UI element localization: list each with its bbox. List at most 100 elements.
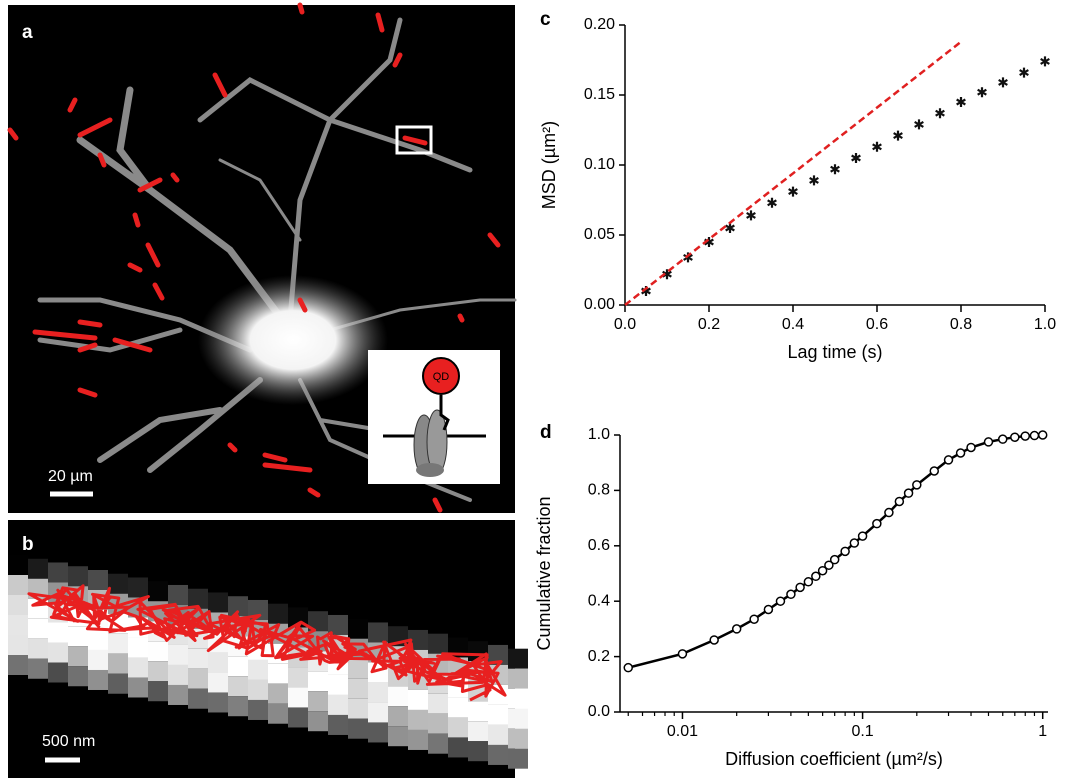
x-axis-title: Lag time (s) [787, 342, 882, 362]
pixel [108, 574, 128, 594]
pixel [448, 717, 468, 737]
point [913, 481, 921, 489]
pixel [348, 699, 368, 719]
pixel [468, 701, 488, 721]
point [812, 572, 820, 580]
pixel [508, 649, 528, 669]
point [764, 606, 772, 614]
pixel [28, 559, 48, 579]
point [804, 578, 812, 586]
point [831, 556, 839, 564]
pixel [68, 626, 88, 646]
point [873, 142, 882, 152]
pixel [268, 664, 288, 684]
point [957, 97, 966, 107]
pixel [428, 734, 448, 754]
y-tick-label: 0.20 [584, 16, 615, 33]
pixel [148, 641, 168, 661]
pixel [168, 685, 188, 705]
pixel [308, 711, 328, 731]
pixel [308, 691, 328, 711]
pixel [508, 689, 528, 709]
pixel [508, 729, 528, 749]
pixel [448, 697, 468, 717]
point [733, 625, 741, 633]
y-tick-label: 0.0 [588, 703, 610, 720]
point [1030, 432, 1038, 440]
pixel [488, 705, 508, 725]
pixel [368, 702, 388, 722]
pixel [248, 680, 268, 700]
pixel [48, 562, 68, 582]
pixel [8, 635, 28, 655]
point [957, 449, 965, 457]
pixel [308, 671, 328, 691]
point [859, 532, 867, 540]
soma [198, 275, 388, 405]
point [967, 443, 975, 451]
y-tick-label: 0.10 [584, 156, 615, 173]
point [710, 636, 718, 644]
pixel [468, 741, 488, 761]
pixel [168, 645, 188, 665]
pixel [68, 566, 88, 586]
pixel [88, 570, 108, 590]
pixel [28, 659, 48, 679]
pixel [48, 662, 68, 682]
y-tick-label: 0.4 [588, 592, 610, 609]
x-tick-label: 0.2 [698, 316, 720, 333]
point [750, 615, 758, 623]
x-tick-label: 0.6 [866, 316, 888, 333]
pixel [88, 630, 108, 650]
pixel [268, 704, 288, 724]
pixel [108, 654, 128, 674]
pixel [228, 656, 248, 676]
x-tick-label: 0.4 [782, 316, 804, 333]
pixel [468, 721, 488, 741]
series-line [625, 42, 961, 305]
point [984, 438, 992, 446]
y-tick-label: 1.0 [588, 426, 610, 443]
x-tick-label: 1 [1038, 723, 1047, 740]
pixel [348, 719, 368, 739]
point [894, 131, 903, 141]
point [978, 87, 987, 97]
pixel [28, 639, 48, 659]
point [810, 175, 819, 185]
point [1021, 432, 1029, 440]
pixel [88, 650, 108, 670]
pixel [148, 581, 168, 601]
y-tick-label: 0.05 [584, 226, 615, 243]
point [624, 664, 632, 672]
pixel [328, 695, 348, 715]
pixel [108, 634, 128, 654]
pixel [508, 749, 528, 769]
point [945, 456, 953, 464]
panel-label: b [22, 534, 34, 555]
pixel [128, 577, 148, 597]
figure: QD 20 µm 500 nm a b c d 0.000.050.100.15… [0, 0, 1067, 782]
pixel [48, 642, 68, 662]
pixel [88, 670, 108, 690]
point [768, 198, 777, 208]
scale-label: 500 nm [42, 733, 95, 750]
pixel [268, 684, 288, 704]
pixel [188, 649, 208, 669]
pixel [108, 674, 128, 694]
pixel [128, 677, 148, 697]
point [726, 223, 735, 233]
point [796, 583, 804, 591]
series-line [628, 435, 1042, 668]
y-tick-label: 0.15 [584, 86, 615, 103]
pixel [328, 715, 348, 735]
point [787, 590, 795, 598]
pixel [348, 619, 368, 639]
point [789, 187, 798, 197]
pixel [8, 595, 28, 615]
pixel [508, 669, 528, 689]
pixel [388, 726, 408, 746]
point [885, 509, 893, 517]
point [873, 520, 881, 528]
pixel [128, 657, 148, 677]
point [936, 108, 945, 118]
